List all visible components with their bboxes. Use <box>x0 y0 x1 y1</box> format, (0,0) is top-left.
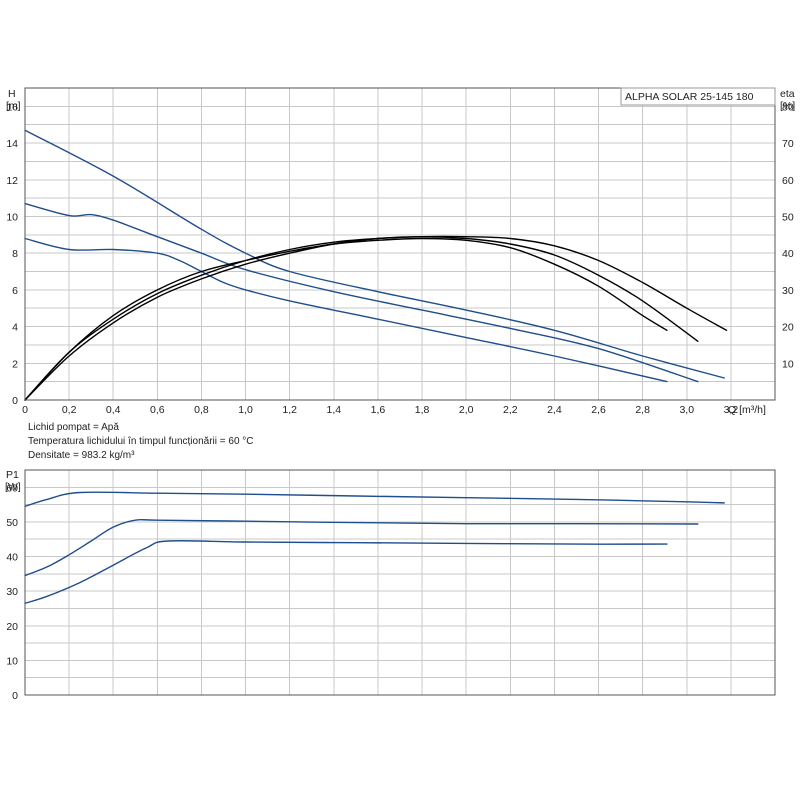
p1-tick-label: 50 <box>6 517 18 529</box>
eta-tick-label: 80 <box>782 101 794 113</box>
h-tick-label: 10 <box>6 211 18 223</box>
efficiency-curve-6 <box>24 237 668 401</box>
top-x-ticks: 0 0,2 0,4 0,6 0,8 1,0 1,2 1,4 1,6 1,8 2,0 2,2 2,4 2,6… <box>22 404 738 416</box>
efficiency-curve-5 <box>24 236 699 401</box>
q-axis-title: Q [m³/h] <box>728 404 766 416</box>
x-tick-label: 3,0 <box>679 404 694 416</box>
p1-tick-label: 10 <box>6 655 18 667</box>
x-tick-label: 2,8 <box>635 404 650 416</box>
p1-tick-label: 30 <box>6 586 18 598</box>
power-curve-3 <box>24 539 668 604</box>
head-curve-1 <box>24 129 725 379</box>
h-tick-label: 2 <box>12 358 18 370</box>
x-tick-label: 2,0 <box>459 404 474 416</box>
p1-tick-label: 20 <box>6 621 18 633</box>
h-tick-label: 14 <box>6 138 18 150</box>
eta-tick-label: 30 <box>782 285 794 297</box>
eta-axis-title-line2: [%] <box>780 100 795 112</box>
p1-tick-label: 40 <box>6 552 18 564</box>
power-curve-1 <box>24 491 725 507</box>
bottom-y-ticks: 0 10 20 30 40 50 60 <box>6 482 18 702</box>
h-tick-label: 16 <box>6 101 18 113</box>
top-y-right-ticks: 10 20 30 40 50 60 70 80 <box>782 101 794 370</box>
x-tick-label: 0 <box>22 404 28 416</box>
eta-axis-title-line1: eta <box>780 88 795 100</box>
eta-tick-label: 60 <box>782 175 794 187</box>
h-tick-label: 8 <box>12 248 18 260</box>
h-axis-title-line1: H <box>8 88 16 100</box>
x-tick-label: 0,2 <box>62 404 77 416</box>
h-axis-title-line2: [m] <box>6 100 21 112</box>
x-tick-label: 2,4 <box>547 404 562 416</box>
p1-tick-label: 60 <box>6 482 18 494</box>
top-y-left-ticks: 0 2 4 6 8 10 12 14 16 <box>6 101 18 407</box>
top-curves <box>24 129 728 401</box>
x-tick-label: 1,2 <box>282 404 297 416</box>
top-plot-frame <box>24 87 776 401</box>
legend-box <box>620 87 776 106</box>
chart-title: ALPHA SOLAR 25-145 180 <box>625 91 754 103</box>
head-curve-3 <box>24 237 668 383</box>
x-tick-label: 1,0 <box>238 404 253 416</box>
p1-axis-title-line2: [W] <box>5 481 21 493</box>
bottom-plot-frame <box>24 469 776 696</box>
bottom-grid <box>25 470 775 695</box>
bottom-curves <box>24 491 725 604</box>
power-curve-2 <box>24 518 699 577</box>
x-tick-label: 2,6 <box>591 404 606 416</box>
eta-tick-label: 20 <box>782 322 794 334</box>
eta-tick-label: 40 <box>782 248 794 260</box>
h-tick-label: 12 <box>6 175 18 187</box>
x-tick-label: 3,2 <box>724 404 739 416</box>
note-liquid-temperature: Temperatura lichidului în timpul funcțio… <box>28 436 254 447</box>
x-tick-label: 1,8 <box>415 404 430 416</box>
h-tick-label: 0 <box>12 395 18 407</box>
x-tick-label: 2,2 <box>503 404 518 416</box>
x-tick-label: 1,6 <box>371 404 386 416</box>
note-pumped-liquid: Lichid pompat = Apă <box>28 422 119 433</box>
x-tick-label: 1,4 <box>327 404 342 416</box>
eta-tick-label: 10 <box>782 358 794 370</box>
top-grid <box>25 88 775 400</box>
p1-tick-label: 0 <box>12 690 18 702</box>
h-tick-label: 6 <box>12 285 18 297</box>
eta-tick-label: 70 <box>782 138 794 150</box>
p1-axis-title-line1: P1 <box>6 469 19 481</box>
note-density: Densitate = 983.2 kg/m³ <box>28 450 135 461</box>
head-curve-2 <box>24 202 699 383</box>
x-tick-label: 0,8 <box>194 404 209 416</box>
h-tick-label: 4 <box>12 322 18 334</box>
eta-tick-label: 50 <box>782 211 794 223</box>
x-tick-label: 0,4 <box>106 404 121 416</box>
x-tick-label: 0,6 <box>150 404 165 416</box>
